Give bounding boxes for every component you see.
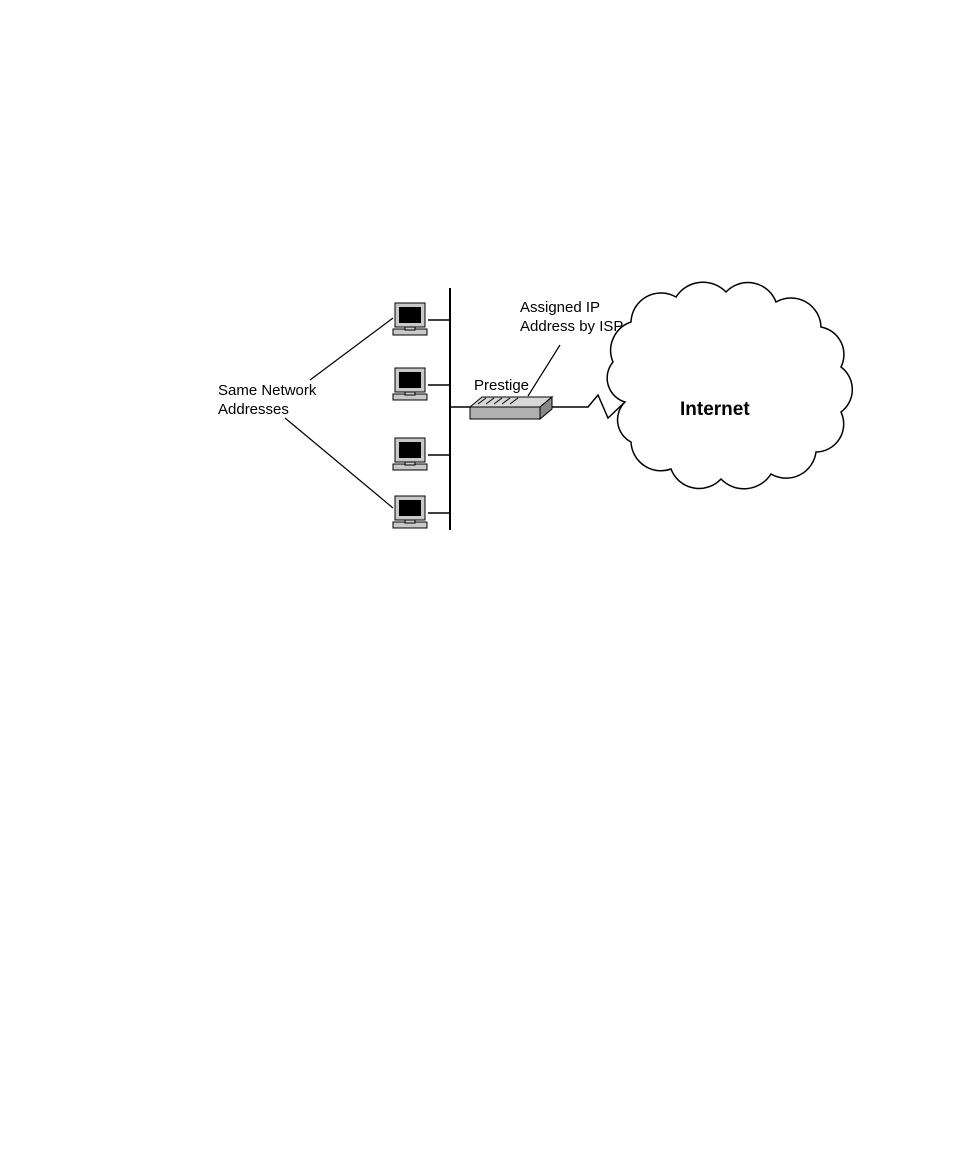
computer-3 (393, 438, 450, 470)
computer-4 (393, 496, 450, 528)
connector-bottom (285, 418, 393, 508)
internet-cloud (607, 282, 852, 489)
network-diagram: Same Network Addresses Prestige Assigned… (0, 0, 954, 1159)
connector-top (310, 318, 393, 380)
same-network-label-1: Same Network (218, 382, 317, 399)
assigned-label-2: Address by ISP (520, 318, 623, 335)
internet-label: Internet (680, 399, 750, 420)
computer-2 (393, 368, 450, 400)
assigned-pointer (528, 345, 560, 396)
computer-1 (393, 303, 450, 335)
prestige-label: Prestige (474, 377, 529, 394)
router-to-cloud (552, 395, 625, 418)
assigned-label-1: Assigned IP (520, 299, 600, 316)
router-icon (470, 397, 552, 419)
same-network-label-2: Addresses (218, 401, 289, 418)
